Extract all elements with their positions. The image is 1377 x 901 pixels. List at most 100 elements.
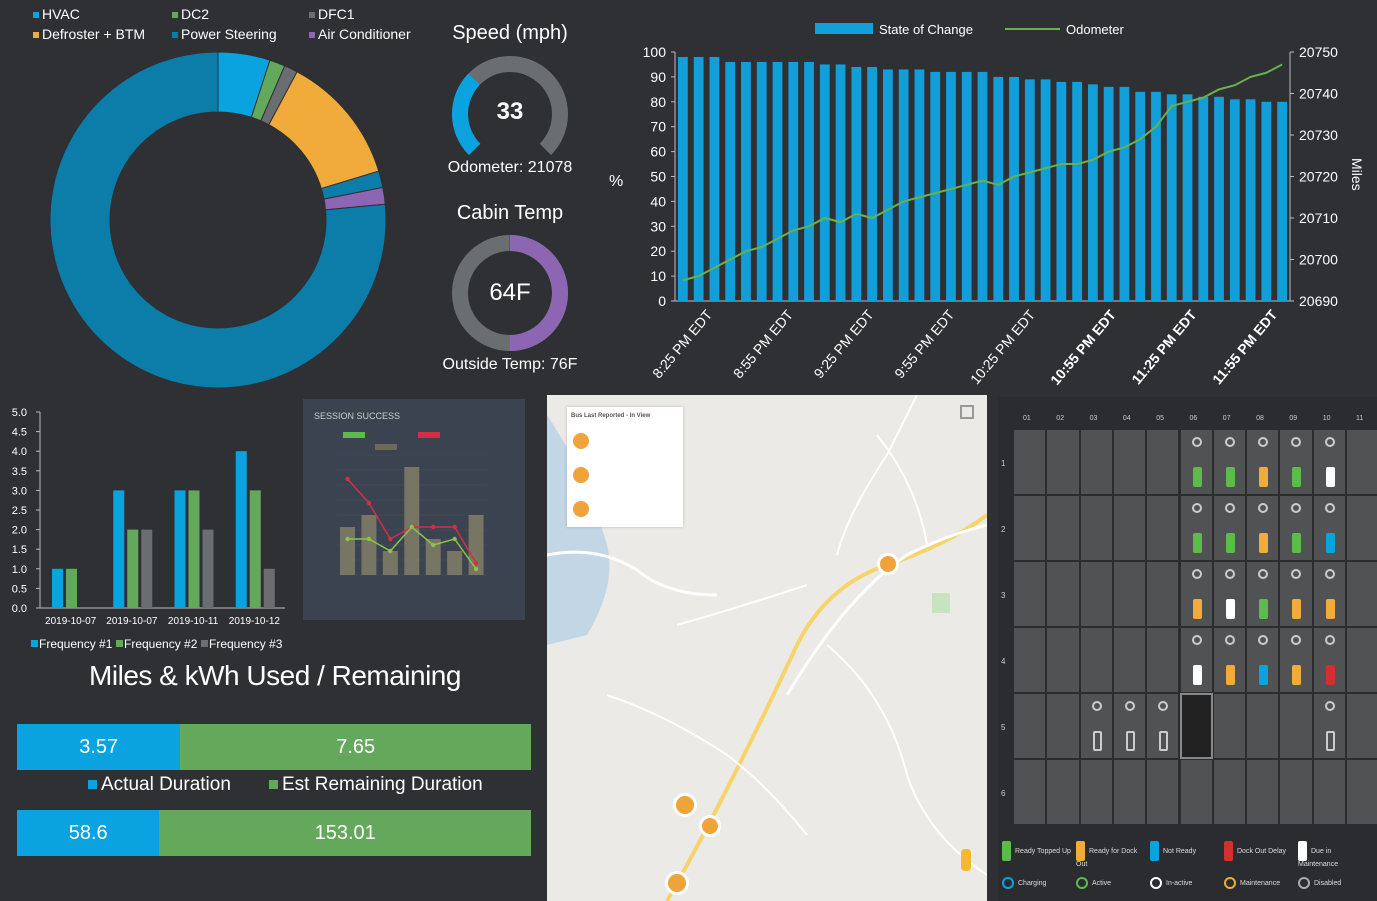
- bay-legend-label: Dock Out Delay: [1237, 847, 1287, 855]
- soc-bar: [693, 56, 704, 302]
- bus-icon[interactable]: [1292, 533, 1302, 553]
- bus-icon[interactable]: [1292, 467, 1302, 487]
- bay-cell[interactable]: [1212, 759, 1247, 825]
- x-tick-label: 10:25 PM EDT: [967, 306, 1039, 387]
- bus-location-icon[interactable]: [877, 553, 899, 575]
- bay-cell[interactable]: [1013, 561, 1047, 627]
- bus-icon[interactable]: [1292, 665, 1302, 685]
- bay-cell[interactable]: [1246, 693, 1280, 759]
- pegman-icon[interactable]: [961, 849, 971, 871]
- fault-count-line-point: [431, 524, 436, 530]
- bus-icon[interactable]: [1159, 731, 1169, 751]
- bay-cell[interactable]: [1212, 429, 1247, 495]
- bay-cell[interactable]: [1046, 495, 1080, 561]
- miles-kwh-title: Miles & kWh Used / Remaining: [89, 660, 461, 691]
- bus-icon[interactable]: [1192, 467, 1202, 487]
- bus-icon[interactable]: [1192, 665, 1202, 685]
- odometer-caption: Odometer: 21078: [447, 159, 573, 176]
- bay-cell[interactable]: [1079, 561, 1113, 627]
- bay-cell[interactable]: [1146, 561, 1180, 627]
- bay-cell[interactable]: [1046, 561, 1080, 627]
- bus-marker-icon[interactable]: [573, 501, 589, 517]
- bay-cell[interactable]: [1146, 495, 1180, 561]
- bay-cell[interactable]: [1046, 759, 1080, 825]
- bay-cell[interactable]: [1112, 759, 1147, 825]
- bay-cell[interactable]: [1046, 429, 1080, 495]
- bay-cell[interactable]: [1079, 429, 1113, 495]
- bay-cell[interactable]: [1112, 561, 1147, 627]
- bay-cell[interactable]: [1013, 759, 1047, 825]
- bus-icon[interactable]: [1325, 665, 1335, 685]
- bay-cell[interactable]: [1146, 627, 1180, 693]
- soc-bar: [835, 64, 846, 301]
- bus-icon[interactable]: [1259, 665, 1269, 685]
- bay-cell[interactable]: [1212, 693, 1247, 759]
- bay-cell[interactable]: [1079, 759, 1113, 825]
- bus-icon[interactable]: [1192, 599, 1202, 619]
- x-tick-label: 2019-10-12: [229, 616, 281, 627]
- bay-cell[interactable]: [1179, 759, 1213, 825]
- bus-icon[interactable]: [1092, 731, 1102, 751]
- bus-icon[interactable]: [1325, 599, 1335, 619]
- bus-icon[interactable]: [1325, 533, 1335, 553]
- bus-location-icon[interactable]: [673, 793, 697, 817]
- bus-marker-icon[interactable]: [573, 467, 589, 483]
- bay-cell[interactable]: [1112, 627, 1147, 693]
- bus-location-icon[interactable]: [665, 871, 689, 895]
- bay-cell[interactable]: [1146, 429, 1180, 495]
- bus-icon[interactable]: [1325, 731, 1335, 751]
- donut-slice: [49, 51, 387, 389]
- miles-remaining-segment: 7.65: [180, 724, 531, 770]
- bay-cell[interactable]: [1346, 495, 1377, 561]
- bus-icon[interactable]: [1259, 599, 1269, 619]
- bay-cell[interactable]: [1346, 429, 1377, 495]
- bay-cell[interactable]: [1279, 759, 1313, 825]
- bus-icon[interactable]: [1325, 467, 1335, 487]
- bay-cell[interactable]: [1346, 759, 1377, 825]
- bay-cell[interactable]: [1112, 429, 1147, 495]
- y-tick-label: 70: [650, 119, 666, 135]
- bay-cell[interactable]: [1312, 759, 1346, 825]
- bay-cell[interactable]: [1013, 429, 1047, 495]
- bus-location-icon[interactable]: [699, 815, 721, 837]
- bay-cell[interactable]: [1246, 627, 1280, 693]
- bus-icon[interactable]: [1125, 731, 1135, 751]
- bus-icon[interactable]: [1259, 467, 1269, 487]
- fullscreen-icon[interactable]: [960, 405, 974, 419]
- bay-row-label: 3: [1001, 591, 1006, 600]
- bus-status-icon: [1324, 701, 1335, 711]
- bay-column-label: 04: [1122, 415, 1131, 422]
- bay-row-label: 4: [1001, 657, 1006, 666]
- bay-cell[interactable]: [1346, 627, 1377, 693]
- y-tick-label: 3.5: [12, 466, 27, 478]
- bay-cell[interactable]: [1013, 495, 1047, 561]
- bay-cell[interactable]: [1013, 627, 1047, 693]
- map-card-title: Bus Last Reported - In View: [571, 413, 651, 419]
- soc-bar: [1119, 86, 1130, 301]
- bus-icon[interactable]: [1192, 533, 1202, 553]
- bay-cell[interactable]: [1279, 693, 1313, 759]
- bay-cell[interactable]: [1146, 759, 1180, 825]
- bay-cell[interactable]: [1079, 627, 1113, 693]
- bay-cell[interactable]: [1046, 627, 1080, 693]
- bus-icon[interactable]: [1225, 665, 1235, 685]
- bay-cell[interactable]: [1046, 693, 1080, 759]
- bay-cell[interactable]: [1346, 561, 1377, 627]
- bay-cell[interactable]: [1112, 495, 1147, 561]
- bus-icon[interactable]: [1292, 599, 1302, 619]
- bay-cell[interactable]: [1346, 693, 1377, 759]
- fault-count-line-point: [473, 560, 479, 566]
- bay-cell[interactable]: [1079, 495, 1113, 561]
- selected-bay-cell[interactable]: [1179, 693, 1213, 759]
- bus-icon[interactable]: [1225, 533, 1235, 553]
- bay-legend-label: Disabled: [1314, 879, 1342, 887]
- bay-cell[interactable]: [1246, 759, 1280, 825]
- bus-marker-icon[interactable]: [573, 433, 589, 449]
- session-title: SESSION SUCCESS: [314, 411, 400, 421]
- bay-cell[interactable]: [1013, 693, 1047, 759]
- bus-icon[interactable]: [1225, 467, 1235, 487]
- bay-column-label: 10: [1322, 415, 1331, 422]
- bus-icon[interactable]: [1259, 533, 1269, 553]
- bus-map[interactable]: Bus Last Reported - In View: [547, 395, 987, 901]
- bus-icon[interactable]: [1225, 599, 1235, 619]
